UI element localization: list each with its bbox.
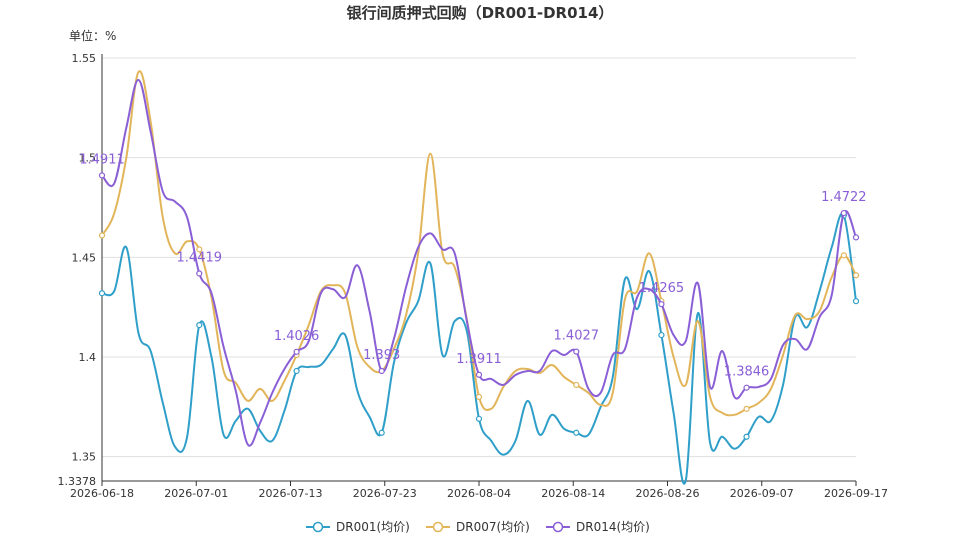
series-dr014 (98, 78, 860, 447)
data-point (573, 429, 580, 436)
data-point (743, 405, 750, 412)
y-tick-label: 1.35 (72, 451, 97, 464)
data-point (475, 415, 483, 422)
data-point (475, 371, 483, 378)
legend-label: DR001(均价) (336, 520, 410, 534)
legend-marker (432, 521, 444, 533)
unit-label: 单位：% (69, 28, 116, 43)
x-tick-label: 2026-07-23 (353, 487, 417, 500)
data-point (852, 272, 860, 279)
data-point (98, 290, 106, 297)
data-point (98, 232, 106, 239)
axes: 1.3378 1.35 1.4 1.45 1.5 1.55 2026-06-18 2026-0… (58, 52, 888, 500)
legend-label: DR007(均价) (456, 520, 530, 534)
data-point (840, 209, 847, 217)
data-point (98, 172, 106, 179)
data-point (743, 433, 750, 440)
legend-item-dr001: DR001(均价) (306, 520, 410, 534)
data-point (573, 348, 580, 355)
point-label: 1.4026 (274, 329, 320, 344)
data-point (743, 384, 750, 391)
x-tick-label: 2026-07-01 (164, 487, 228, 500)
legend-marker (552, 521, 564, 533)
point-label: 1.3846 (724, 365, 770, 380)
data-point (196, 270, 203, 277)
x-tick-label: 2026-09-07 (730, 487, 794, 500)
point-label: 1.4722 (821, 190, 867, 205)
data-point (840, 252, 847, 259)
y-tick-label: 1.45 (72, 251, 97, 264)
legend-label: DR014(均价) (576, 520, 650, 534)
data-point (378, 429, 385, 436)
point-label: 1.4419 (177, 250, 223, 265)
point-label: 1.393 (363, 348, 400, 363)
data-point (573, 381, 580, 389)
series-line-dr014 (101, 78, 857, 447)
series-layer (98, 70, 860, 485)
legend-item-dr007: DR007(均价) (426, 520, 530, 534)
data-point (293, 348, 300, 355)
y-tick-label: 1.4 (79, 351, 97, 364)
point-label: 1.4027 (554, 329, 600, 344)
point-label: 1.3911 (456, 352, 502, 367)
x-tick-label: 2026-09-17 (824, 487, 888, 500)
data-point (196, 246, 203, 253)
data-point (852, 298, 860, 305)
x-tick-label: 2026-06-18 (70, 487, 134, 500)
legend-item-dr014: DR014(均价) (546, 520, 650, 534)
x-tick-label: 2026-08-14 (541, 487, 605, 500)
point-label: 1.4265 (639, 281, 685, 296)
data-point (658, 331, 665, 339)
legend-marker (312, 521, 324, 533)
y-tick-label: 1.3378 (58, 475, 97, 488)
grid-lines (102, 57, 856, 458)
series-line-dr007 (101, 70, 857, 417)
y-tick-label: 1.55 (72, 52, 97, 65)
legend: DR001(均价) DR007(均价) DR014(均价) (306, 520, 650, 534)
data-point (852, 234, 860, 241)
series-line-dr001 (101, 212, 857, 485)
chart-title: 银行间质押式回购（DR001-DR014） (347, 4, 614, 22)
x-tick-label: 2026-07-13 (259, 487, 323, 500)
point-labels: 1.4911 1.4419 1.4026 1.393 1.3911 1.4027 1.426… (79, 152, 866, 379)
x-tick-label: 2026-08-26 (636, 487, 700, 500)
data-point (293, 367, 300, 375)
data-point (196, 322, 203, 329)
data-point (475, 393, 483, 400)
data-point (658, 301, 665, 308)
data-point (378, 367, 385, 375)
y-tick-label: 1.5 (79, 152, 97, 165)
point-label: 1.4911 (79, 152, 125, 167)
x-tick-label: 2026-08-04 (447, 487, 511, 500)
series-dr007 (98, 70, 860, 417)
